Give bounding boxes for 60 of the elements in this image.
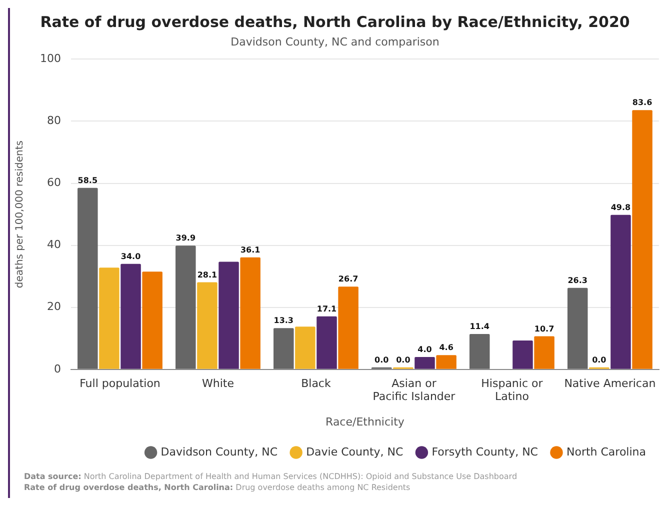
x-tick-label: Black bbox=[301, 376, 332, 390]
y-tick-label: 80 bbox=[46, 114, 61, 128]
data-label: 49.8 bbox=[610, 203, 632, 212]
bar bbox=[469, 334, 490, 369]
bar bbox=[99, 268, 120, 369]
bar bbox=[512, 340, 533, 369]
data-label: 26.3 bbox=[568, 276, 588, 285]
y-tick-label: 0 bbox=[54, 362, 61, 376]
data-label: 36.1 bbox=[240, 245, 261, 254]
data-label: 39.9 bbox=[176, 234, 196, 243]
y-tick-label: 60 bbox=[46, 176, 61, 190]
data-label: 28.1 bbox=[197, 270, 218, 280]
legend-label: Davie County, NC bbox=[306, 445, 404, 458]
bar bbox=[176, 246, 196, 369]
x-tick-label: Asian or Pacific Islander bbox=[372, 376, 456, 404]
legend-label: Forsyth County, NC bbox=[432, 445, 538, 458]
chart-subtitle: Davidson County, NC and comparison bbox=[230, 35, 440, 48]
x-tick-label: Full population bbox=[80, 376, 160, 390]
data-label: 26.7 bbox=[338, 274, 358, 284]
text: Rate of drug overdose deaths, North Carolina: Drug overdose deaths among NC Residents bbox=[24, 482, 412, 494]
x-tick-label: Hispanic or Latino bbox=[481, 376, 544, 404]
bar bbox=[436, 355, 456, 369]
bar bbox=[120, 264, 141, 369]
bar bbox=[197, 282, 218, 369]
chart-title: Rate of drug overdose deaths, North Carolina by Race/Ethnicity, 2020 bbox=[40, 12, 630, 31]
bar bbox=[567, 288, 588, 369]
y-tick-label: 100 bbox=[40, 52, 61, 66]
bar bbox=[316, 316, 337, 369]
source-note: Data source: North Carolina Department of Health and Human Services (NCDHHS): Opioid and Substance Use Dashboard bbox=[24, 472, 518, 483]
bar bbox=[534, 336, 554, 369]
bar bbox=[218, 262, 239, 369]
data-label: 58.5 bbox=[78, 176, 98, 186]
legend-label: Davidson County, NC bbox=[160, 445, 278, 458]
data-label: 10.7 bbox=[534, 324, 554, 334]
data-label: 0.0 bbox=[592, 355, 607, 364]
data-label: 4.0 bbox=[418, 345, 432, 354]
data-label: 4.6 bbox=[439, 343, 454, 352]
data-label: 17.1 bbox=[316, 304, 338, 314]
y-tick-label: 20 bbox=[46, 300, 61, 314]
bar bbox=[632, 110, 652, 369]
legend-label: North Carolina bbox=[566, 445, 646, 458]
bar bbox=[414, 356, 435, 369]
data-label: 11.4 bbox=[470, 322, 490, 332]
bar bbox=[295, 326, 316, 369]
bar bbox=[78, 188, 98, 369]
data-label: 13.3 bbox=[274, 316, 294, 326]
data-label: 0.0 bbox=[374, 355, 390, 364]
y-tick-label: 40 bbox=[46, 238, 61, 252]
data-label: 83.6 bbox=[632, 98, 653, 108]
x-tick-label: Native American bbox=[564, 376, 656, 390]
data-label: 0.0 bbox=[396, 355, 411, 364]
x-tick-label: White bbox=[202, 376, 234, 390]
x-axis-title: Race/Ethnicity bbox=[326, 415, 405, 428]
data-label: 34.0 bbox=[120, 252, 142, 262]
y-axis-title: deaths per 100,000 residents bbox=[14, 140, 26, 288]
bar bbox=[240, 257, 260, 369]
bar bbox=[610, 214, 631, 369]
bar bbox=[338, 286, 358, 369]
bar bbox=[274, 328, 294, 369]
bar bbox=[142, 272, 162, 369]
